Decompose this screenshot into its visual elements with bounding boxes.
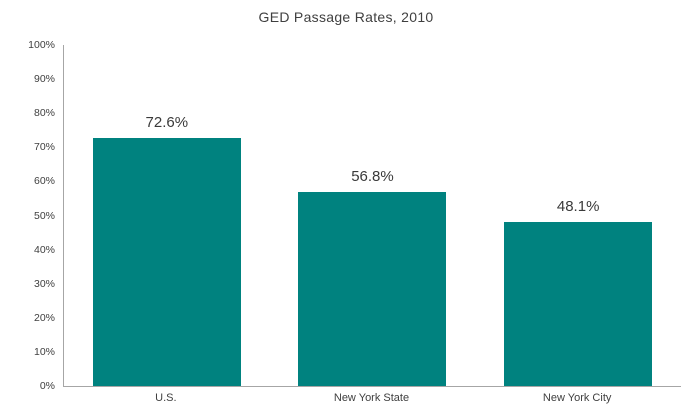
bar-value-label: 56.8%	[351, 168, 394, 186]
bar-slot: 56.8%	[270, 45, 476, 386]
bar	[504, 221, 653, 386]
y-tick-label: 100%	[28, 39, 55, 51]
y-axis: 0% 10% 20% 30% 40% 50% 60% 70% 80% 90% 100%	[0, 39, 55, 392]
y-tick-label: 20%	[33, 311, 55, 324]
bar	[92, 138, 241, 386]
y-tick-label: 60%	[33, 175, 55, 188]
y-tick-label: 10%	[33, 345, 55, 358]
y-tick-label: 30%	[33, 277, 55, 290]
x-tick-label: New York City	[542, 392, 612, 404]
bar-value-label: 48.1%	[556, 197, 600, 215]
y-tick-label: 50%	[33, 209, 55, 222]
bar	[298, 192, 447, 386]
plot-area: 72.6% 56.8% 48.1%	[63, 45, 681, 387]
x-axis: U.S. New York State New York City	[63, 388, 680, 410]
y-tick-label: 40%	[33, 243, 55, 256]
y-tick-label: 90%	[33, 73, 55, 86]
bar-slot: 48.1%	[475, 45, 681, 386]
bar-value-label: 72.6%	[145, 114, 189, 132]
x-tick-label: New York State	[333, 392, 410, 404]
y-tick-label: 70%	[33, 141, 55, 154]
y-tick-label: 0%	[39, 380, 55, 392]
y-tick-label: 80%	[33, 107, 55, 120]
bar-slot: 72.6%	[64, 45, 270, 386]
chart-title: GED Passage Rates, 2010	[258, 9, 434, 25]
x-tick-label: U.S.	[155, 392, 177, 404]
